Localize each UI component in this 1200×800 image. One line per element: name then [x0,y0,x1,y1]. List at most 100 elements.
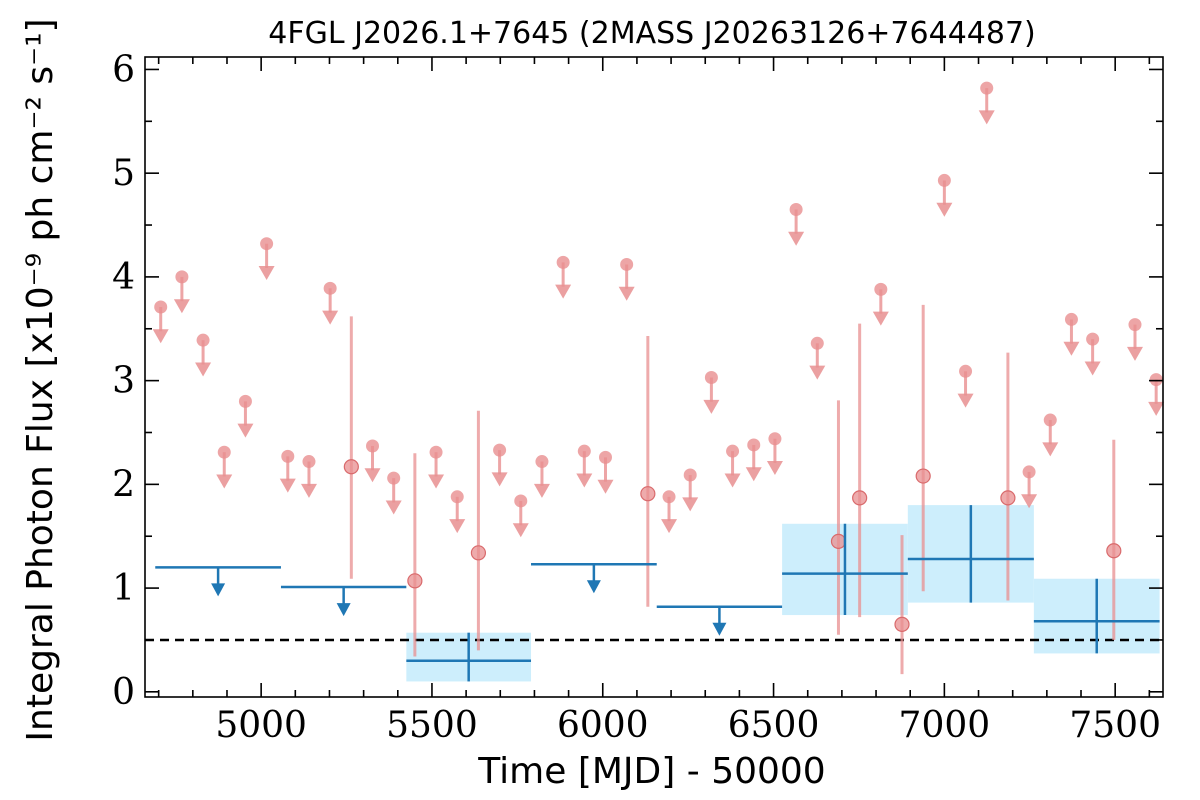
short-upper-limit-arrowhead [512,523,529,538]
short-upper-limit-arrowhead [766,461,783,476]
short-upper-limit-arrowhead [724,473,741,488]
short-bin-series [152,81,1165,675]
short-upper-limit-point [874,282,888,296]
short-upper-limit-arrowhead [745,467,762,482]
short-upper-limit-arrowhead [173,299,190,314]
short-upper-limit-point [535,455,549,469]
short-upper-limit-point [704,371,718,385]
short-upper-limit-arrowhead [555,284,572,299]
short-upper-limit-point [662,490,676,504]
y-tick-label: 4 [112,257,135,298]
short-upper-limit-arrowhead [385,500,402,515]
short-upper-limit-point [1064,312,1078,326]
short-upper-limit-point [1043,413,1057,427]
short-upper-limit-arrowhead [364,468,381,483]
x-tick-label: 5500 [386,705,478,746]
short-upper-limit-point [260,237,274,251]
short-upper-limit-arrowhead [978,110,995,125]
short-upper-limit-arrowhead [618,286,635,301]
x-tick-label: 6000 [557,705,649,746]
short-upper-limit-point [429,445,443,459]
short-upper-limit-arrowhead [1148,401,1165,416]
short-detection-point [830,533,847,550]
short-upper-limit-point [556,255,570,269]
short-upper-limit-point [302,455,316,469]
short-upper-limit-point [196,333,210,347]
short-upper-limit-point [1128,318,1142,332]
short-upper-limit-arrowhead [195,362,212,377]
x-tick-label: 7000 [899,705,991,746]
long-bin-series [155,505,1160,682]
short-upper-limit-point [154,300,168,314]
short-upper-limit-point [175,270,189,284]
tick-labels: 5000 5500 6000 6500 7000 7500 0 1 2 3 4 5 6 [112,49,1161,746]
y-tick-label: 3 [112,361,135,402]
short-upper-limit-point [514,494,528,508]
short-upper-limit-point [789,202,803,216]
short-upper-limit-arrowhead [279,478,296,493]
short-upper-limit-point [768,432,782,446]
short-upper-limit-point [577,444,591,458]
short-detection-point [915,468,931,484]
short-upper-limit-point [493,443,507,457]
y-tick-label: 5 [112,153,135,194]
x-tick-label: 7500 [1069,705,1161,746]
short-upper-limit-point [366,439,380,453]
short-upper-limit-arrowhead [216,474,233,489]
short-upper-limit-arrowhead [300,483,317,498]
short-upper-limit-arrowhead [661,519,678,534]
short-upper-limit-arrowhead [576,473,593,488]
short-upper-limit-arrowhead [152,329,169,344]
short-upper-limit-arrowhead [703,399,720,414]
short-upper-limit-arrowhead [428,474,445,489]
x-axis-label: Time [MJD] - 50000 [477,751,825,792]
short-detection-point [407,573,423,589]
short-upper-limit-point [1149,373,1163,387]
short-upper-limit-point [747,438,761,452]
y-tick-label: 2 [112,464,135,505]
short-upper-limit-arrowhead [491,472,508,487]
x-tick-label: 5000 [215,705,307,746]
short-upper-limit-arrowhead [533,483,550,498]
short-upper-limit-point [683,468,697,482]
short-upper-limit-point [323,281,337,295]
short-upper-limit-point [937,173,951,187]
y-axis-label: Integral Photon Flux [x10⁻⁹ ph cm⁻² s⁻¹] [20,18,61,741]
short-upper-limit-arrowhead [872,311,889,326]
short-upper-limit-arrowhead [957,393,974,408]
short-upper-limit-point [450,490,464,504]
short-upper-limit-arrowhead [597,479,614,494]
short-upper-limit-arrowhead [449,519,466,534]
axes-group [144,56,1164,698]
y-tick-label: 0 [112,672,135,713]
short-upper-limit-arrowhead [1021,494,1038,509]
long-upper-limit-arrowhead [586,580,601,594]
plot-frame [144,56,1164,698]
short-detection-point [470,545,487,561]
short-upper-limit-arrowhead [1084,361,1101,376]
short-upper-limit-arrowhead [1042,442,1059,457]
short-upper-limit-point [980,81,994,95]
short-upper-limit-point [217,445,231,459]
chart-title: 4FGL J2026.1+7645 (2MASS J20263126+76444… [268,16,1036,51]
long-upper-limit-arrowhead [211,583,226,597]
short-upper-limit-point [959,364,973,378]
short-upper-limit-point [1086,332,1100,346]
y-tick-label: 6 [112,49,135,90]
short-upper-limit-point [810,336,824,350]
short-upper-limit-arrowhead [682,497,699,512]
y-tick-label: 1 [112,568,135,609]
short-detection-point [343,459,359,475]
short-upper-limit-arrowhead [258,266,275,281]
x-tick-label: 6500 [728,705,820,746]
short-upper-limit-point [726,444,740,458]
short-detection-point [640,486,656,502]
long-upper-limit-arrowhead [712,622,727,636]
short-upper-limit-point [387,471,401,485]
short-upper-limit-point [238,394,252,408]
short-upper-limit-arrowhead [1126,346,1143,361]
short-detection-point [852,490,868,506]
short-upper-limit-point [598,450,612,464]
short-upper-limit-arrowhead [936,202,953,217]
